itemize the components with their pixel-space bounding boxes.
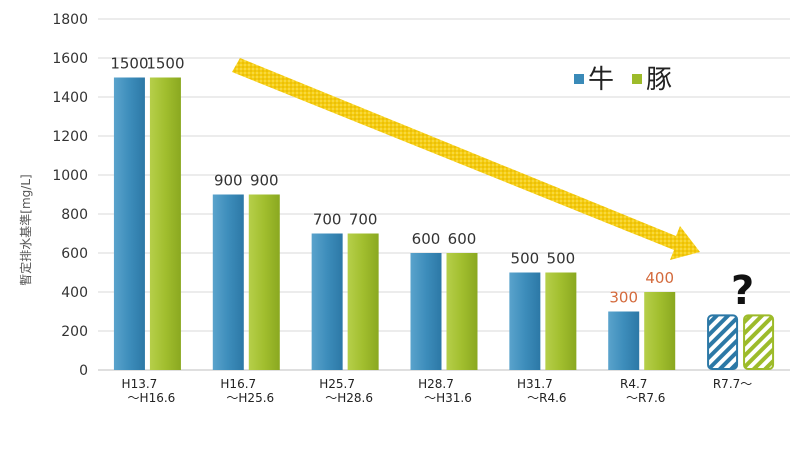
legend-swatch	[574, 74, 584, 84]
data-label: 1500	[110, 55, 148, 73]
data-label: 700	[349, 211, 378, 229]
trend-arrow-shape	[232, 58, 700, 260]
x-tick-label-line2: ～R4.6	[527, 391, 566, 405]
legend-swatch	[632, 74, 642, 84]
x-axis: H13.7～H16.6 H16.7～H25.6 H25.7～H28.6 H28.7～H…	[122, 377, 753, 405]
data-label: 900	[250, 172, 279, 190]
x-tick-label: H13.7	[122, 377, 158, 391]
y-tick-label: 1200	[52, 129, 88, 145]
data-label: 600	[448, 230, 477, 248]
bar-unknown-series-2	[743, 314, 775, 370]
y-tick-label: 800	[61, 207, 88, 223]
y-tick-label: 600	[61, 246, 88, 262]
grid	[98, 18, 790, 371]
x-tick-label-line2: ～H16.6	[128, 391, 176, 405]
bar-series-1	[410, 253, 442, 370]
x-tick-label: H31.7	[517, 377, 553, 391]
x-tick-label-line2: ～H28.6	[325, 391, 373, 405]
y-tick-label: 1000	[52, 168, 88, 184]
bar-series-1	[113, 77, 145, 370]
bar-series-2	[446, 253, 478, 370]
x-tick-label-line2: ～H31.6	[424, 391, 472, 405]
data-label: 900	[214, 172, 243, 190]
bar-series-1	[509, 272, 541, 370]
bar-series-2	[248, 194, 280, 370]
bar-series-2	[545, 272, 577, 370]
data-label: 300	[609, 289, 638, 307]
bar-series-1	[311, 233, 343, 370]
y-tick-label: 1800	[52, 12, 88, 28]
bar-unknown-series-1	[707, 314, 739, 370]
x-tick-label-line2: ～R7.6	[626, 391, 665, 405]
data-label: 1500	[146, 55, 184, 73]
bar-series-2	[149, 77, 181, 370]
x-tick-label: H28.7	[418, 377, 454, 391]
bar-series-1	[212, 194, 244, 370]
bar-series-1	[608, 311, 640, 370]
bars	[113, 77, 775, 370]
bar-series-2	[644, 292, 676, 370]
legend-label: 牛	[588, 65, 614, 95]
y-tick-label: 1400	[52, 90, 88, 106]
x-tick-label: H16.7	[220, 377, 256, 391]
data-label: 400	[645, 269, 674, 287]
data-label: 500	[547, 250, 576, 268]
bar-series-2	[347, 233, 379, 370]
x-tick-label: R4.7	[620, 377, 647, 391]
y-tick-label: 400	[61, 285, 88, 301]
data-label: 700	[313, 211, 342, 229]
y-tick-label: 0	[79, 363, 88, 379]
y-axis-label: 暫定排水基準[mg/L]	[18, 174, 33, 285]
x-tick-label: R7.7～	[713, 377, 752, 391]
legend-label: 豚	[646, 65, 672, 95]
legend: 牛豚	[574, 65, 672, 95]
x-tick-label-line2: ～H25.6	[226, 391, 274, 405]
data-label: 500	[511, 250, 540, 268]
data-label: 600	[412, 230, 441, 248]
unknown-mark: ?	[731, 268, 754, 314]
y-tick-label: 200	[61, 324, 88, 340]
x-tick-label: H25.7	[319, 377, 355, 391]
trend-arrow	[232, 58, 700, 260]
y-tick-label: 1600	[52, 51, 88, 67]
